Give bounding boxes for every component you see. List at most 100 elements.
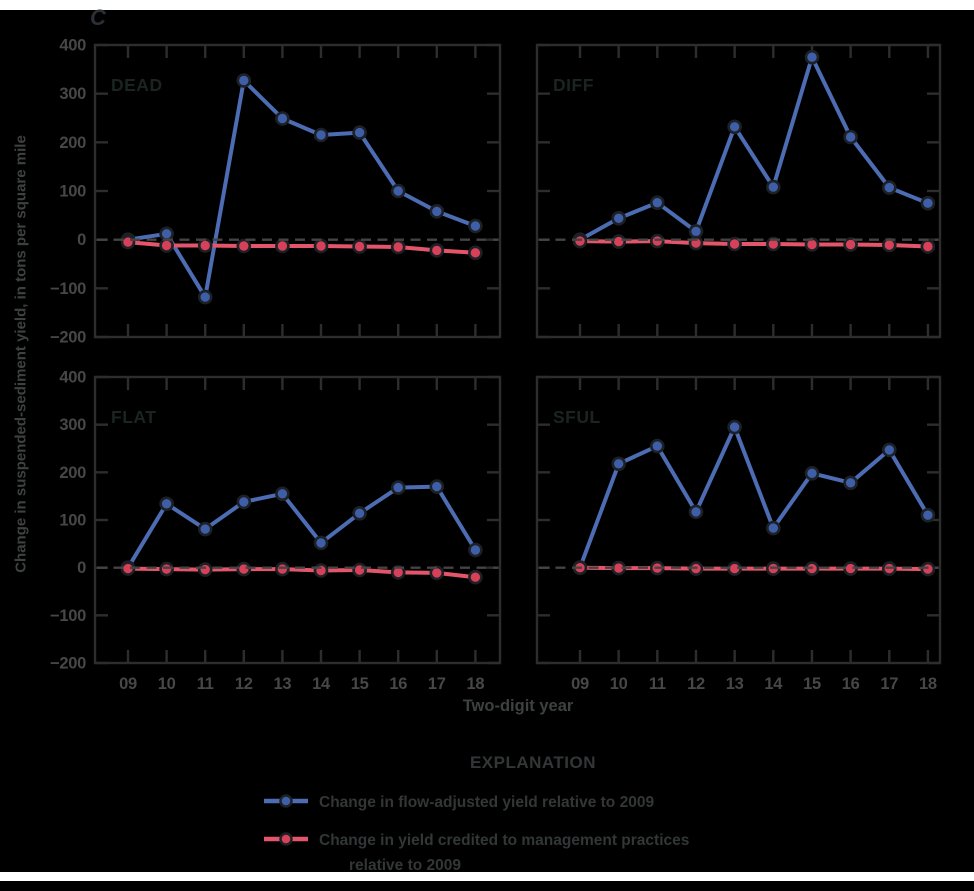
flow-adjusted-point [197,289,213,305]
flow-adjusted-point [804,465,820,481]
panel-sful: 09 10 11 12 13 14 15 16 17 18 SFUL [535,375,942,693]
top-margin-strip [0,0,974,10]
management-point [765,236,781,252]
management-point [572,233,588,249]
dead-flow-adjusted-series [120,73,483,305]
flow-adjusted-point [843,475,858,491]
y-tick-label: 100 [59,512,86,530]
flow-adjusted-point [765,179,781,195]
panel-label: DIFF [553,75,594,95]
legend: EXPLANATION Change in flow-adjusted yiel… [263,753,803,891]
flow-adjusted-point [611,211,627,226]
flow-adjusted-point [727,419,742,435]
legend-item-management: Change in yield credited to management p… [263,828,803,879]
legend-item-flow-adjusted: Change in flow-adjusted yield relative t… [263,790,803,816]
management-point [429,243,445,258]
management-point [920,239,936,254]
management-line [578,239,930,249]
x-tick-label: 10 [610,675,628,693]
management-point [275,561,290,577]
management-point [275,238,290,254]
flow-adjusted-point [920,195,936,211]
y-tick-label: −100 [50,607,86,625]
x-tick-label: 18 [467,675,485,693]
flow-adjusted-point [275,486,290,502]
x-tick-label: 17 [428,675,446,693]
x-tick-label: 11 [197,675,214,693]
x-tick-label: 15 [803,675,821,693]
management-point [390,565,406,580]
management-point [352,562,367,578]
flat-management-series [120,561,483,585]
management-point [843,237,858,252]
x-tick-label: 11 [649,675,666,693]
flow-adjusted-point [236,73,252,88]
y-tick-label: 0 [77,231,86,249]
flow-adjusted-point [352,505,367,521]
panel-label: DEAD [111,75,163,95]
panel-label: SFUL [553,407,601,427]
legend-marker-sample [279,831,293,846]
flow-adjusted-point [804,49,820,65]
x-tick-label: 12 [687,675,705,693]
x-tick-label: 09 [571,675,589,693]
flow-adjusted-line [578,425,930,570]
flow-adjusted-point [468,218,483,234]
management-point [920,561,936,577]
x-tick-label: 17 [880,675,898,693]
panel-dead: 400 300 200 100 0 −100 −200 DEAD [50,37,502,347]
management-point [611,234,627,249]
flow-adjusted-point [881,180,897,195]
management-point [390,239,406,255]
diff-flow-adjusted-series [572,49,936,247]
flow-adjusted-point [611,456,627,472]
y-tick-label: 0 [77,559,86,577]
flow-adjusted-point [390,183,406,199]
flow-adjusted-point [688,224,704,239]
x-tick-label: 15 [351,675,369,693]
dead-management-series [120,234,483,261]
red-line-marker-icon [264,831,308,846]
legend-marker-sample [279,794,293,808]
management-point [468,245,483,261]
y-tick-label: −200 [50,329,86,347]
flow-adjusted-line [578,55,930,242]
x-tick-label: 10 [158,675,176,693]
management-point [649,233,665,249]
management-line [126,566,478,580]
flow-adjusted-point [236,494,252,510]
legend-title: EXPLANATION [469,753,597,772]
x-tick-label: 12 [235,675,253,693]
x-tick-label: 18 [919,675,937,693]
flow-adjusted-point [765,520,781,536]
legend-item-label: Change in flow-adjusted yield relative t… [319,794,655,811]
x-tick-label: 14 [312,675,331,693]
flow-adjusted-point [727,119,742,135]
flow-adjusted-point [313,535,329,551]
plot-border [535,43,942,339]
flow-adjusted-point [352,125,367,140]
y-axis-title: Change in suspended-sediment yield, in t… [12,135,30,573]
flow-adjusted-point [688,504,704,520]
y-tick-label: 400 [59,369,86,387]
management-point [159,561,174,577]
y-tick-label: 300 [59,85,86,103]
management-point [468,569,483,585]
x-tick-label: 16 [389,675,407,693]
flat-flow-adjusted-series [120,479,483,576]
flow-adjusted-point [920,507,936,523]
y-tick-label: 100 [59,183,86,201]
flow-adjusted-point [159,496,174,512]
management-point [313,238,329,254]
panel-flat: 400 300 200 100 0 −100 −200 09 10 11 12 13 14 15 16 17 1… [50,369,502,693]
flow-adjusted-point [429,204,445,219]
flow-adjusted-point [881,442,897,458]
flow-adjusted-point [649,438,665,454]
sful-flow-adjusted-series [572,419,936,576]
flow-adjusted-point [468,542,483,558]
panel-diff: DIFF [535,43,942,339]
diff-management-series [572,233,936,254]
management-point [236,238,252,254]
management-point [197,562,213,577]
management-point [352,239,367,254]
